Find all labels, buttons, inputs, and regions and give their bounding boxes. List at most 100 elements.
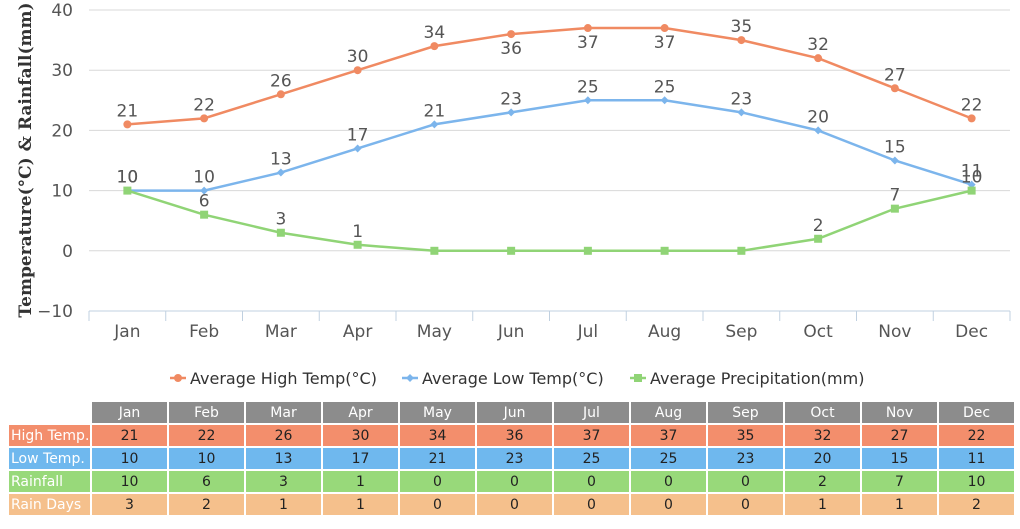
table-cell: 21 <box>92 425 167 446</box>
data-point <box>430 120 439 129</box>
data-label: 17 <box>347 125 369 145</box>
y-tick-label: 30 <box>51 61 73 81</box>
y-tick-label: 40 <box>51 1 73 21</box>
table-cell: 37 <box>631 425 706 446</box>
data-point <box>430 42 439 51</box>
table-cell: 21 <box>400 448 475 469</box>
legend-item[interactable]: Average High Temp(°C) <box>170 369 377 388</box>
legend-item[interactable]: Average Precipitation(mm) <box>630 369 864 388</box>
table-cell: 15 <box>862 448 937 469</box>
climate-line-chart: −10 0 10 20 30 40 Jan Feb Mar Apr May Jun Jul Aug Sep O… <box>16 1 1011 388</box>
x-tick-label: Jun <box>497 322 525 342</box>
table-month-header: Jun <box>477 402 552 423</box>
data-point <box>967 186 976 195</box>
data-point <box>814 54 823 63</box>
y-tick-label: 10 <box>51 182 73 202</box>
climate-data-table: Jan Feb Mar Apr May Jun Jul Aug Sep Oct Nov Dec Hig… <box>7 400 1016 517</box>
x-tick-label: Jul <box>577 322 599 342</box>
data-label: 3 <box>275 210 286 230</box>
data-point <box>123 120 132 129</box>
legend-marker <box>406 374 414 382</box>
table-cell: 0 <box>708 471 783 492</box>
table-row-label: Low Temp. <box>9 448 90 469</box>
table-header-row: Jan Feb Mar Apr May Jun Jul Aug Sep Oct Nov Dec <box>9 402 1014 423</box>
data-point <box>123 186 132 195</box>
x-tick-label: May <box>417 322 452 342</box>
table-cell: 6 <box>169 471 244 492</box>
table-row-label: Rain Days <box>9 494 90 515</box>
x-tick-label: Mar <box>265 322 297 342</box>
x-tick-label: Aug <box>648 322 681 342</box>
data-point <box>890 204 899 213</box>
data-point <box>200 186 209 195</box>
table-month-header: May <box>400 402 475 423</box>
data-point <box>507 108 516 117</box>
table-cell: 17 <box>323 448 398 469</box>
series-lines <box>123 24 976 255</box>
table-cell: 34 <box>400 425 475 446</box>
data-label: 22 <box>193 95 215 115</box>
table-cell: 36 <box>477 425 552 446</box>
table-month-header: Jul <box>554 402 629 423</box>
table-row: Rainfall 10 6 3 1 0 0 0 0 0 2 7 10 <box>9 471 1014 492</box>
data-point <box>353 240 362 249</box>
series-line <box>127 189 972 253</box>
table-cell: 1 <box>323 494 398 515</box>
table-month-header: Feb <box>169 402 244 423</box>
data-point <box>353 144 362 153</box>
table-cell: 1 <box>246 494 321 515</box>
series-line <box>127 99 972 192</box>
legend-item[interactable]: Average Low Temp(°C) <box>402 369 604 388</box>
table-cell: 23 <box>477 448 552 469</box>
table-cell: 3 <box>246 471 321 492</box>
table-cell: 1 <box>785 494 860 515</box>
data-label: 13 <box>270 150 292 170</box>
table-month-header: Dec <box>939 402 1014 423</box>
data-label: 34 <box>424 23 446 43</box>
y-tick-label: 20 <box>51 121 73 141</box>
table-cell: 30 <box>323 425 398 446</box>
table-cell: 27 <box>862 425 937 446</box>
table-cell: 11 <box>939 448 1014 469</box>
data-point <box>660 24 669 33</box>
table-cell: 25 <box>554 448 629 469</box>
data-point <box>507 246 516 255</box>
table-cell: 37 <box>554 425 629 446</box>
table-cell: 0 <box>554 494 629 515</box>
table-cell: 2 <box>169 494 244 515</box>
data-point <box>814 126 823 135</box>
data-label: 23 <box>731 89 753 109</box>
data-label: 11 <box>961 162 983 182</box>
data-label: 30 <box>347 47 369 67</box>
table-cell: 22 <box>169 425 244 446</box>
table-month-header: Aug <box>631 402 706 423</box>
table-month-header: Apr <box>323 402 398 423</box>
data-point <box>276 90 285 99</box>
table-cell: 1 <box>862 494 937 515</box>
table-cell: 13 <box>246 448 321 469</box>
table-month-header: Jan <box>92 402 167 423</box>
table-cell: 0 <box>554 471 629 492</box>
data-label: 37 <box>654 33 676 53</box>
table-cell: 10 <box>92 471 167 492</box>
table-row-label: Rainfall <box>9 471 90 492</box>
data-label: 2 <box>813 216 824 236</box>
table-cell: 10 <box>939 471 1014 492</box>
grid-lines <box>89 9 1010 312</box>
table-cell: 0 <box>477 471 552 492</box>
data-label: 27 <box>884 65 906 85</box>
table-cell: 3 <box>92 494 167 515</box>
x-tick-label: Jan <box>113 322 140 342</box>
series-line <box>127 26 973 126</box>
table-cell: 10 <box>92 448 167 469</box>
table-cell: 26 <box>246 425 321 446</box>
data-point <box>583 96 592 105</box>
data-point <box>200 210 209 219</box>
y-axis-label: Temperature(°C) & Rainfall(mm) <box>16 2 36 317</box>
x-tick-label: Sep <box>725 322 757 342</box>
table-cell: 22 <box>939 425 1014 446</box>
data-label: 32 <box>807 35 829 55</box>
data-label: 25 <box>654 77 676 97</box>
data-point <box>507 30 516 39</box>
table-body: High Temp. 21 22 26 30 34 36 37 37 35 32 27 22 Low Te… <box>9 425 1014 515</box>
